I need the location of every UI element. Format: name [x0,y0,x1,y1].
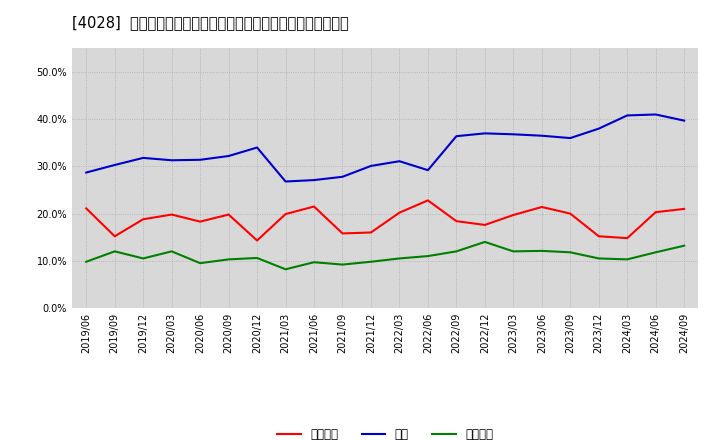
在庫 [167,158,176,163]
買入債務 [509,249,518,254]
買入債務 [652,249,660,255]
在庫 [595,126,603,131]
売上債権 [623,235,631,241]
Line: 売上債権: 売上債権 [86,200,684,241]
買入債務 [110,249,119,254]
在庫 [253,145,261,150]
買入債務 [452,249,461,254]
買入債務 [167,249,176,254]
売上債権 [196,219,204,224]
売上債権 [310,204,318,209]
売上債権 [282,212,290,217]
在庫 [225,154,233,159]
買入債務 [196,260,204,266]
在庫 [509,132,518,137]
在庫 [680,118,688,123]
売上債権 [225,212,233,217]
買入債務 [423,253,432,259]
売上債権 [395,210,404,215]
売上債権 [338,231,347,236]
売上債権 [366,230,375,235]
売上債権 [480,222,489,227]
Legend: 売上債権, 在庫, 買入債務: 売上債権, 在庫, 買入債務 [272,423,498,440]
在庫 [537,133,546,138]
在庫 [566,136,575,141]
在庫 [139,155,148,161]
在庫 [196,157,204,162]
在庫 [480,131,489,136]
買入債務 [225,257,233,262]
買入債務 [480,239,489,245]
売上債権 [595,234,603,239]
売上債権 [652,209,660,215]
買入債務 [595,256,603,261]
買入債務 [366,259,375,264]
在庫 [423,168,432,173]
買入債務 [537,248,546,253]
在庫 [452,134,461,139]
売上債権 [537,204,546,209]
買入債務 [680,243,688,248]
買入債務 [139,256,148,261]
在庫 [110,162,119,168]
在庫 [366,163,375,169]
買入債務 [566,249,575,255]
買入債務 [395,256,404,261]
買入債務 [623,257,631,262]
Line: 買入債務: 買入債務 [86,242,684,269]
売上債権 [509,213,518,218]
買入債務 [82,259,91,264]
買入債務 [282,267,290,272]
売上債権 [680,206,688,212]
在庫 [338,174,347,180]
売上債権 [82,206,91,211]
買入債務 [338,262,347,267]
Line: 在庫: 在庫 [86,114,684,182]
在庫 [82,170,91,175]
Text: [4028]  売上債権、在庫、買入債務の総資産に対する比率の推移: [4028] 売上債権、在庫、買入債務の総資産に対する比率の推移 [72,15,348,30]
売上債権 [452,219,461,224]
売上債権 [167,212,176,217]
売上債権 [139,216,148,222]
在庫 [652,112,660,117]
売上債権 [110,234,119,239]
売上債権 [423,198,432,203]
売上債権 [566,211,575,216]
在庫 [310,177,318,183]
買入債務 [253,255,261,260]
在庫 [623,113,631,118]
買入債務 [310,260,318,265]
在庫 [395,158,404,164]
在庫 [282,179,290,184]
売上債権 [253,238,261,243]
